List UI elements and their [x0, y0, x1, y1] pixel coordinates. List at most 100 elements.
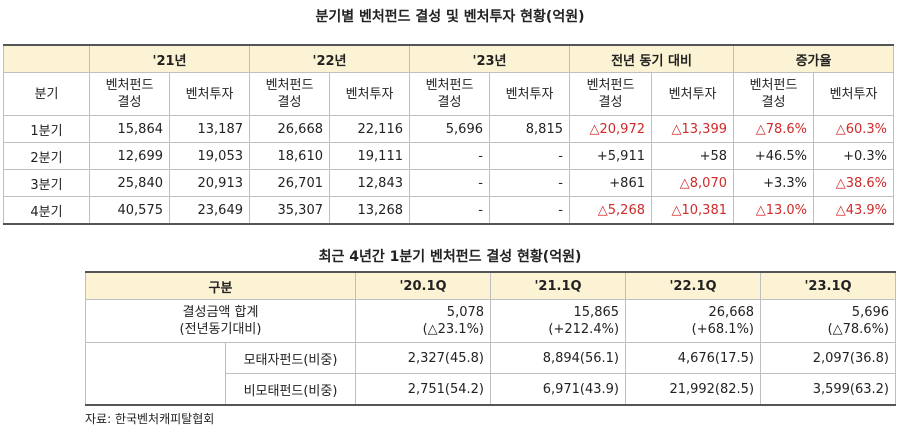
table-cell: 12,699: [89, 142, 170, 170]
table-cell: 18,610: [249, 142, 330, 170]
table-cell: 22,116: [329, 115, 410, 143]
sub-header-fund: 벤처펀드 결성: [409, 72, 490, 116]
non-mother-cell: 6,971(43.9): [490, 373, 627, 406]
table-cell: 26,701: [249, 169, 330, 197]
sub-header-row: 분기 벤처펀드 결성 벤처투자 벤처펀드 결성 벤처투자 벤처펀드 결성 벤처투자 벤처펀드…: [3, 72, 895, 116]
indent-cell: [85, 342, 226, 406]
table-cell: 5,696: [409, 115, 490, 143]
table-cell: 20,913: [169, 169, 250, 197]
header-blank: [3, 44, 90, 73]
table-cell: △60.3%: [812, 115, 895, 143]
quarterly-venture-table: '21년 '22년 '23년 전년 동기 대비 증가율 분기 벤처펀드 결성 벤처…: [3, 44, 895, 225]
t2-header-quarter: '22.1Q: [625, 271, 762, 300]
total-cell: 5,078 (△23.1%): [355, 299, 492, 343]
table-cell: △13,399: [651, 115, 734, 143]
table-cell: 40,575: [89, 196, 170, 225]
total-change: (△78.6%): [827, 322, 890, 337]
sub-header-investment: 벤처투자: [329, 72, 410, 116]
quarter-label: 1분기: [3, 115, 90, 143]
table-cell: △78.6%: [733, 115, 814, 143]
mother-fund-label: 모태자펀드(비중): [224, 342, 357, 374]
table-cell: +46.5%: [733, 142, 814, 170]
q1-fund-table: 구분 '20.1Q '21.1Q '22.1Q '23.1Q 결성금액 합계 (…: [84, 271, 897, 406]
sub-header-investment: 벤처투자: [489, 72, 570, 116]
table-cell: -: [489, 169, 570, 197]
sub-header-fund: 벤처펀드 결성: [569, 72, 652, 116]
table-cell: -: [409, 196, 490, 225]
mother-cell: 2,097(36.8): [760, 342, 897, 374]
t2-mother-row: 모태자펀드(비중) 2,327(45.8) 8,894(56.1) 4,676(…: [85, 342, 897, 406]
source-note: 자료: 한국벤처캐피탈협회: [85, 412, 215, 426]
quarter-label: 3분기: [3, 169, 90, 197]
table-cell: 19,053: [169, 142, 250, 170]
total-label-text: 결성금액 합계 (전년동기대비): [179, 305, 262, 337]
non-mother-cell: 3,599(63.2): [760, 373, 897, 406]
t2-total-row: 결성금액 합계 (전년동기대비) 5,078 (△23.1%) 15,865 (+2…: [84, 299, 897, 343]
total-amount: 26,668: [708, 305, 755, 320]
table-cell: +3.3%: [733, 169, 814, 197]
table-cell: 12,843: [329, 169, 410, 197]
total-amount: 5,078: [446, 305, 485, 320]
table-cell: -: [489, 142, 570, 170]
non-mother-fund-label: 비모태펀드(비중): [224, 373, 357, 406]
total-cell: 26,668 (+68.1%): [625, 299, 762, 343]
table-cell: 15,864: [89, 115, 170, 143]
header-growth-rate: 증가율: [732, 44, 895, 73]
sub-header-investment: 벤처투자: [651, 72, 734, 116]
t2-header-quarter: '20.1Q: [355, 271, 492, 300]
table-cell: 23,649: [169, 196, 250, 225]
table-cell: △20,972: [569, 115, 652, 143]
quarter-row: 4분기 40,575 23,649 35,307 13,268- - △5,268 △10,3…: [3, 196, 895, 225]
table-cell: △5,268: [569, 196, 652, 225]
non-mother-cell: 21,992(82.5): [625, 373, 762, 406]
table-cell: 8,815: [489, 115, 570, 143]
table-cell: -: [409, 169, 490, 197]
sub-header-investment: 벤처투자: [169, 72, 250, 116]
t2-header-quarter: '21.1Q: [490, 271, 627, 300]
quarter-row: 2분기 12,699 19,053 18,610 19,111- - +5,911 +58 +4…: [3, 142, 895, 170]
header-year: '23년: [409, 44, 570, 73]
table-cell: △43.9%: [812, 196, 895, 225]
mother-cell: 8,894(56.1): [490, 342, 627, 374]
table-cell: 26,668: [249, 115, 330, 143]
header-year: '22년: [249, 44, 410, 73]
t2-header-row: 구분 '20.1Q '21.1Q '22.1Q '23.1Q: [84, 271, 897, 300]
mother-cell: 2,327(45.8): [355, 342, 492, 374]
table-cell: +5,911: [569, 142, 652, 170]
total-amount: 5,696: [851, 305, 890, 320]
table-cell: 35,307: [249, 196, 330, 225]
total-change: (+212.4%): [548, 322, 620, 337]
table1-title: 분기별 벤처펀드 결성 및 벤처투자 현황(억원): [315, 9, 585, 25]
table-cell: 25,840: [89, 169, 170, 197]
table2-title: 최근 4년간 1분기 벤처펀드 결성 현황(억원): [318, 249, 582, 265]
sub-header-fund: 벤처펀드 결성: [733, 72, 814, 116]
table-cell: 19,111: [329, 142, 410, 170]
table-cell: △10,381: [651, 196, 734, 225]
table-cell: +0.3%: [812, 142, 895, 170]
total-change: (△23.1%): [422, 322, 485, 337]
header-yoy: 전년 동기 대비: [569, 44, 734, 73]
header-year: '21년: [89, 44, 250, 73]
table-cell: △8,070: [651, 169, 734, 197]
t2-header-category: 구분: [84, 271, 357, 300]
table-cell: +58: [651, 142, 734, 170]
sub-header-investment: 벤처투자: [812, 72, 895, 116]
quarter-label: 2분기: [3, 142, 90, 170]
year-header-row: '21년 '22년 '23년 전년 동기 대비 증가율: [3, 44, 895, 73]
total-change: (+68.1%): [691, 322, 755, 337]
quarter-row: 3분기 25,840 20,913 26,701 12,843- - +861 △8,070 +…: [3, 169, 895, 197]
non-mother-cell: 2,751(54.2): [355, 373, 492, 406]
mother-cell: 4,676(17.5): [625, 342, 762, 374]
total-cell: 5,696 (△78.6%): [760, 299, 897, 343]
table-cell: △13.0%: [733, 196, 814, 225]
sub-header-fund: 벤처펀드 결성: [89, 72, 170, 116]
header-quarter: 분기: [3, 72, 90, 116]
table-cell: 13,268: [329, 196, 410, 225]
t2-non-mother-row: 비모태펀드(비중) 2,751(54.2) 6,971(43.9) 21,992…: [86, 373, 897, 406]
total-label: 결성금액 합계 (전년동기대비): [84, 299, 357, 343]
t2-header-quarter: '23.1Q: [760, 271, 897, 300]
quarter-row: 1분기 15,864 13,187 26,668 22,116 5,696 8,815 △20…: [3, 115, 895, 143]
total-amount: 15,865: [573, 305, 620, 320]
quarter-label: 4분기: [3, 196, 90, 225]
total-cell: 15,865 (+212.4%): [490, 299, 627, 343]
